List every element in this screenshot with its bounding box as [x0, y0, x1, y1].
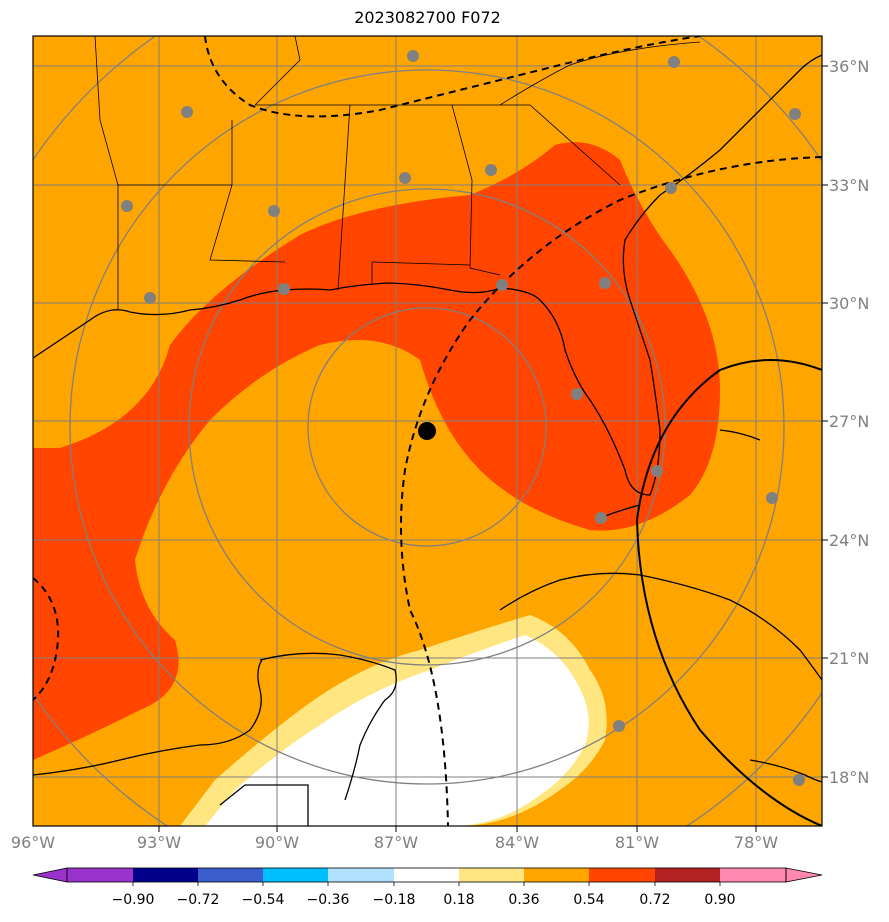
lon-label: 81°W	[615, 833, 659, 852]
station-dot	[613, 720, 625, 732]
lon-label: 84°W	[495, 833, 539, 852]
station-dot	[599, 277, 611, 289]
colorbar-tick-label: 0.90	[704, 892, 735, 908]
station-dot	[278, 283, 290, 295]
station-dot	[595, 512, 607, 524]
longitude-labels: 96°W 93°W 90°W 87°W 84°W 81°W 78°W	[11, 833, 778, 852]
colorbar-segment	[263, 868, 328, 882]
colorbar-segment	[524, 868, 589, 882]
colorbar-tick-label: 0.72	[639, 892, 670, 908]
colorbar-segment	[655, 868, 720, 882]
colorbar-tick-label: 0.54	[573, 892, 604, 908]
state-borders	[94, 36, 701, 310]
high-value-band	[33, 142, 720, 761]
colorbar-segment	[198, 868, 263, 882]
station-dot	[665, 182, 677, 194]
colorbar-segment	[32, 867, 68, 883]
station-dot	[571, 388, 583, 400]
lon-label: 96°W	[11, 833, 55, 852]
station-dot	[121, 200, 133, 212]
station-dot	[485, 164, 497, 176]
lon-label: 93°W	[137, 833, 181, 852]
colorbar-tick-label: 0.18	[443, 892, 474, 908]
lat-label: 21°N	[829, 649, 869, 668]
colorbar-segment	[589, 868, 655, 882]
graticule	[33, 36, 822, 826]
colorbar-tick-label: −0.90	[112, 892, 155, 908]
colorbar-segment	[394, 868, 459, 882]
lon-label: 78°W	[734, 833, 778, 852]
coastlines	[33, 54, 822, 826]
station-dot	[668, 56, 680, 68]
colorbar-segment	[720, 868, 786, 882]
station-dot	[793, 774, 805, 786]
station-dot	[789, 108, 801, 120]
lat-label: 27°N	[829, 412, 869, 431]
lat-label: 30°N	[829, 294, 869, 313]
station-dot	[766, 492, 778, 504]
range-rings	[33, 36, 822, 826]
colorbar-tick-label: −0.72	[177, 892, 220, 908]
station-dot	[399, 172, 411, 184]
colorbar: −0.90 −0.72 −0.54 −0.36 −0.18 0.18 0.36 …	[32, 867, 823, 908]
storm-center-marker	[418, 422, 436, 440]
lat-label: 24°N	[829, 531, 869, 550]
lon-label: 87°W	[374, 833, 418, 852]
contours	[33, 36, 822, 826]
colorbar-tick-label: −0.18	[373, 892, 416, 908]
colorbar-segment	[328, 868, 394, 882]
map-title: 2023082700 F072	[354, 8, 501, 27]
station-dot	[496, 279, 508, 291]
station-dot	[651, 465, 663, 477]
colorbar-tick-label: −0.54	[242, 892, 285, 908]
colorbar-tick-label: 0.36	[508, 892, 539, 908]
station-dot	[268, 205, 280, 217]
colorbar-segment	[785, 867, 823, 883]
station-dot	[181, 106, 193, 118]
lon-label: 90°W	[255, 833, 299, 852]
station-dot	[144, 292, 156, 304]
colorbar-segment	[133, 868, 198, 882]
latitude-labels: 36°N 33°N 30°N 27°N 24°N 21°N 18°N	[829, 57, 869, 787]
colorbar-tick-label: −0.36	[307, 892, 350, 908]
lat-label: 18°N	[829, 768, 869, 787]
station-dot	[407, 50, 419, 62]
station-markers	[121, 50, 805, 786]
lat-label: 36°N	[829, 57, 869, 76]
colorbar-segment	[67, 868, 133, 882]
colorbar-segment	[459, 868, 524, 882]
map-frame	[32, 35, 823, 827]
lat-label: 33°N	[829, 176, 869, 195]
